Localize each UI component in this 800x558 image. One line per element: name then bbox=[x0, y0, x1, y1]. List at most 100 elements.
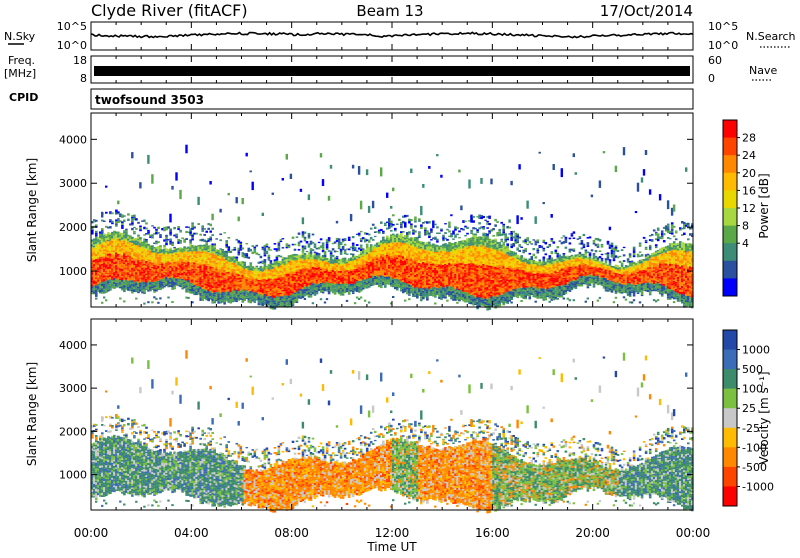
data-cell bbox=[199, 234, 202, 236]
data-cell bbox=[171, 301, 173, 303]
data-cell bbox=[165, 243, 168, 246]
data-cell bbox=[436, 239, 439, 241]
data-cell bbox=[386, 193, 388, 198]
data-cell bbox=[111, 221, 114, 223]
data-cell bbox=[354, 302, 356, 304]
data-cell bbox=[127, 213, 130, 215]
data-cell bbox=[336, 221, 338, 224]
data-cell bbox=[234, 247, 237, 249]
data-cell bbox=[428, 242, 431, 244]
power-panel: 1000200030004000 Slant Range [km] 282420… bbox=[25, 113, 771, 311]
data-cell bbox=[374, 227, 377, 229]
data-cell bbox=[310, 295, 313, 297]
data-cell bbox=[185, 238, 188, 240]
data-cell bbox=[322, 248, 325, 250]
data-cell bbox=[157, 227, 160, 229]
data-cell bbox=[420, 206, 422, 215]
data-cell bbox=[131, 222, 134, 224]
data-cell bbox=[356, 244, 359, 246]
data-cell bbox=[131, 220, 134, 222]
data-cell bbox=[404, 222, 406, 227]
data-cell bbox=[282, 247, 285, 249]
freq-label: Freq. bbox=[8, 54, 35, 67]
data-cell bbox=[382, 232, 385, 234]
data-cell bbox=[145, 239, 148, 240]
data-cell bbox=[201, 299, 203, 301]
data-cell bbox=[412, 233, 415, 235]
data-cell bbox=[211, 228, 214, 230]
data-cell bbox=[131, 228, 134, 230]
data-cell bbox=[139, 229, 142, 231]
data-cell bbox=[272, 193, 274, 195]
data-cell bbox=[404, 300, 406, 302]
data-cell bbox=[219, 209, 221, 213]
data-cell bbox=[137, 292, 140, 293]
data-cell bbox=[348, 294, 351, 295]
data-cell bbox=[358, 166, 360, 175]
data-cell bbox=[270, 260, 273, 261]
data-cell bbox=[326, 244, 329, 246]
beam-title: Beam 13 bbox=[356, 2, 423, 20]
data-cell bbox=[344, 244, 347, 246]
nave-tick-top: 60 bbox=[708, 54, 722, 67]
data-cell bbox=[408, 294, 411, 295]
data-cell bbox=[209, 231, 212, 233]
data-cell bbox=[248, 257, 251, 259]
data-cell bbox=[262, 213, 264, 216]
data-cell bbox=[386, 236, 389, 238]
data-cell bbox=[276, 257, 279, 259]
data-cell bbox=[121, 227, 124, 229]
data-cell bbox=[390, 230, 393, 232]
data-cell bbox=[242, 247, 245, 249]
data-cell bbox=[209, 224, 212, 227]
data-cell bbox=[225, 253, 228, 255]
data-cell bbox=[197, 197, 199, 205]
data-cell bbox=[105, 299, 107, 301]
data-cell bbox=[111, 223, 114, 225]
data-cell bbox=[203, 228, 206, 230]
data-cell bbox=[320, 238, 323, 240]
data-cell bbox=[185, 145, 187, 154]
data-cell bbox=[139, 226, 142, 228]
data-cell bbox=[131, 152, 133, 158]
data-cell bbox=[392, 188, 394, 192]
data-cell bbox=[147, 234, 150, 235]
data-cell bbox=[195, 233, 198, 235]
data-cell bbox=[119, 298, 121, 300]
data-cell bbox=[179, 190, 181, 199]
data-cell bbox=[368, 241, 371, 243]
data-cell bbox=[406, 215, 409, 217]
data-cell bbox=[137, 222, 140, 224]
data-cell bbox=[117, 218, 120, 219]
data-cell bbox=[274, 308, 277, 309]
data-cell bbox=[157, 302, 159, 304]
data-cell bbox=[314, 246, 317, 248]
data-cell bbox=[428, 234, 431, 235]
data-cell bbox=[342, 246, 345, 248]
data-cell bbox=[382, 237, 385, 239]
data-cell bbox=[252, 182, 254, 190]
data-cell bbox=[179, 242, 182, 244]
data-cell bbox=[392, 214, 395, 216]
data-cell bbox=[169, 239, 172, 241]
data-cell bbox=[213, 247, 216, 249]
data-cell bbox=[368, 234, 371, 236]
data-cell bbox=[147, 232, 150, 234]
nave-label: Nave bbox=[749, 64, 777, 77]
data-cell bbox=[418, 235, 421, 236]
data-cell bbox=[322, 245, 325, 247]
data-cell bbox=[266, 252, 269, 254]
noise-trace bbox=[91, 32, 693, 37]
data-cell bbox=[390, 221, 393, 223]
data-cell bbox=[408, 233, 411, 234]
data-cell bbox=[159, 237, 162, 238]
data-cell bbox=[123, 290, 126, 293]
data-cell bbox=[360, 297, 362, 299]
data-cell bbox=[434, 224, 437, 226]
data-cell bbox=[384, 286, 387, 288]
data-cell bbox=[352, 236, 355, 238]
data-cell bbox=[370, 237, 373, 240]
data-cell bbox=[366, 169, 368, 175]
data-cell bbox=[352, 243, 355, 245]
data-cell bbox=[374, 236, 377, 237]
